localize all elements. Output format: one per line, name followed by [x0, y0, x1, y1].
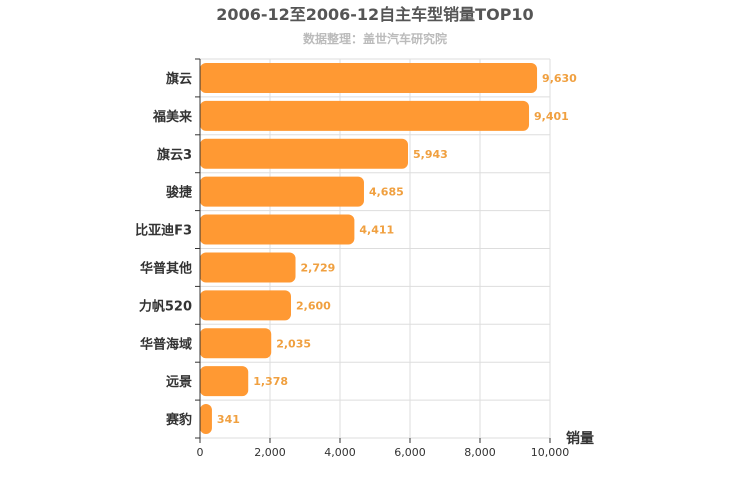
x-tick-label: 0 [197, 446, 204, 459]
value-label: 9,401 [534, 110, 569, 123]
category-label: 骏捷 [166, 185, 193, 201]
x-tick-label: 10,000 [531, 446, 570, 459]
category-label: 旗云 [166, 71, 192, 87]
category-label: 赛豹 [165, 412, 192, 428]
x-axis-label: 销量 [566, 430, 594, 447]
x-tick-label: 6,000 [394, 446, 426, 459]
value-label: 2,600 [296, 299, 331, 312]
value-label: 2,035 [276, 337, 311, 350]
value-label: 1,378 [253, 375, 288, 388]
value-label: 5,943 [413, 148, 448, 161]
value-label: 4,411 [359, 224, 394, 237]
value-label: 9,630 [542, 72, 577, 85]
category-label: 力帆520 [139, 298, 192, 314]
bar [200, 62, 538, 93]
bar [200, 138, 409, 169]
bar [200, 252, 296, 283]
category-label: 华普海域 [140, 336, 192, 352]
bar [200, 176, 364, 207]
x-tick-label: 8,000 [464, 446, 496, 459]
value-label: 2,729 [301, 261, 336, 274]
bar [200, 100, 530, 131]
bar [200, 214, 355, 245]
x-tick-label: 2,000 [254, 446, 286, 459]
bar [200, 404, 212, 435]
value-label: 341 [217, 413, 240, 426]
grid [200, 58, 551, 439]
value-label: 4,685 [369, 186, 404, 199]
bars: 9,630 9,401 5,943 4,685 4,411 2,729 2,600 2,035… [200, 62, 577, 435]
category-label: 远景 [166, 375, 192, 390]
chart-subtitle: 数据整理：盖世汽车研究院 [303, 31, 447, 46]
chart-title: 2006-12至2006-12自主车型销量TOP10 [216, 5, 533, 24]
x-tick-label: 4,000 [324, 446, 356, 459]
bar [200, 366, 249, 397]
category-label: 福美来 [152, 109, 193, 125]
bar [200, 290, 291, 321]
category-label: 华普其他 [140, 260, 192, 276]
category-label: 旗云3 [157, 147, 192, 163]
category-label: 比亚迪F3 [135, 223, 192, 239]
bar [200, 328, 272, 359]
